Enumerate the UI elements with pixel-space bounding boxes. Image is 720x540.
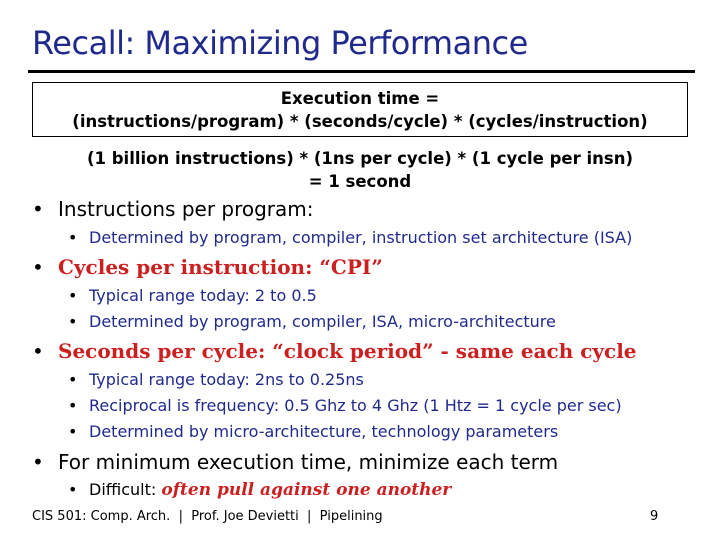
slide-footer: CIS 501: Comp. Arch. | Prof. Joe Deviett…	[32, 509, 383, 524]
bullet-dot-icon: •	[68, 396, 78, 415]
sub-bullet: • Determined by program, compiler, ISA, m…	[68, 311, 556, 332]
sub-bullet: • Reciprocal is frequency: 0.5 Ghz to 4 G…	[68, 395, 622, 416]
bullet-dot-icon: •	[32, 339, 44, 363]
sub-bullet-text: Determined by micro-architecture, techno…	[89, 422, 559, 441]
bullet-dot-icon: •	[68, 480, 78, 499]
example-line-1: (1 billion instructions) * (1ns per cycl…	[86, 149, 633, 168]
sub-bullet-text: Typical range today: 2 to 0.5	[89, 286, 317, 305]
bullet-dot-icon: •	[32, 255, 44, 279]
sub-bullet-prefix: Difficult:	[89, 480, 162, 499]
sub-bullet-text: Determined by program, compiler, ISA, mi…	[89, 312, 556, 331]
bullet-dot-icon: •	[68, 228, 78, 247]
bullet-text: For minimum execution time, minimize eac…	[58, 450, 559, 474]
bullet-text: Seconds per cycle: “clock period” - same…	[58, 339, 637, 363]
bullet-dot-icon: •	[68, 312, 78, 331]
bullet-dot-icon: •	[68, 370, 78, 389]
bullet-dot-icon: •	[68, 286, 78, 305]
bullet-seconds-per-cycle: • Seconds per cycle: “clock period” - sam…	[32, 338, 637, 364]
bullet-minimize-each-term: • For minimum execution time, minimize ea…	[32, 449, 558, 475]
slide-title: Recall: Maximizing Performance	[32, 24, 528, 62]
sub-bullet: • Difficult: often pull against one anoth…	[68, 479, 451, 501]
bullet-instructions-per-program: • Instructions per program:	[32, 196, 314, 222]
bullet-dot-icon: •	[32, 197, 44, 221]
sub-bullet: • Typical range today: 2ns to 0.25ns	[68, 369, 364, 390]
title-divider	[28, 70, 695, 73]
bullet-dot-icon: •	[32, 450, 44, 474]
formula-line-2: (instructions/program) * (seconds/cycle)…	[72, 112, 648, 131]
bullet-text: Instructions per program:	[58, 197, 314, 221]
bullet-text: Cycles per instruction: “CPI”	[58, 255, 383, 279]
example-line-2: = 1 second	[308, 172, 412, 191]
sub-bullet: • Determined by program, compiler, instru…	[68, 227, 632, 248]
formula-line-1: Execution time =	[280, 89, 440, 108]
sub-bullet: • Determined by micro-architecture, techn…	[68, 421, 558, 442]
example-calculation: (1 billion instructions) * (1ns per cycl…	[0, 147, 720, 193]
page-number: 9	[650, 509, 659, 524]
sub-bullet-emphasis: often pull against one another	[161, 480, 452, 500]
sub-bullet: • Typical range today: 2 to 0.5	[68, 285, 317, 306]
execution-time-formula-box: Execution time = (instructions/program) …	[32, 82, 688, 137]
sub-bullet-text: Determined by program, compiler, instruc…	[89, 228, 633, 247]
bullet-cycles-per-instruction: • Cycles per instruction: “CPI”	[32, 254, 383, 280]
sub-bullet-text: Reciprocal is frequency: 0.5 Ghz to 4 Gh…	[89, 396, 622, 415]
bullet-dot-icon: •	[68, 422, 78, 441]
sub-bullet-text: Typical range today: 2ns to 0.25ns	[89, 370, 364, 389]
